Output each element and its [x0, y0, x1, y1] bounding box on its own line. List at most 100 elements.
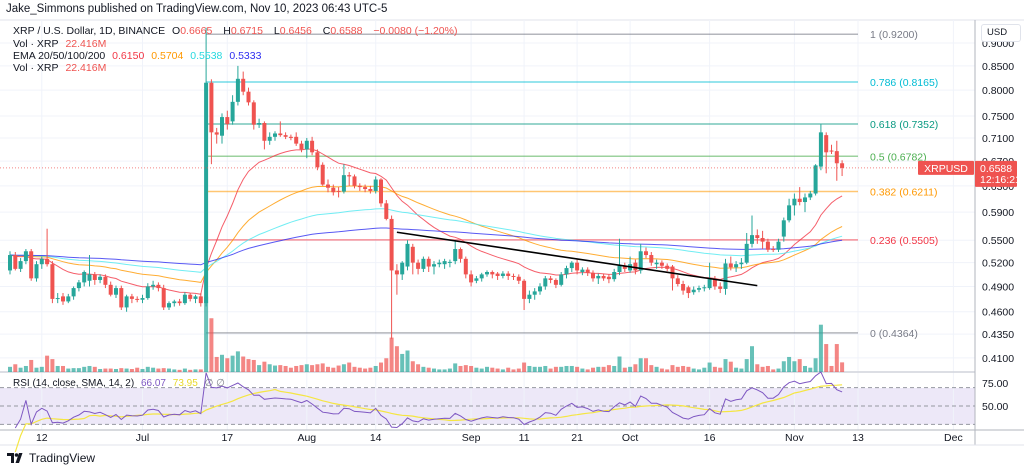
rsi-tick-label: 50.00 [982, 401, 1008, 413]
candle-body [357, 185, 362, 188]
volume-bar [601, 366, 606, 372]
volume-bar [71, 368, 76, 372]
candle [474, 275, 479, 284]
volume-bar [394, 346, 399, 372]
volume-bar [294, 365, 299, 372]
volume-bar [246, 359, 251, 372]
volume-bar [145, 366, 150, 372]
candle [198, 293, 203, 307]
candle [516, 274, 521, 285]
candle [580, 267, 585, 276]
volume-bar [506, 367, 511, 372]
candle [787, 198, 792, 223]
candle [304, 137, 309, 159]
candle-body [500, 273, 505, 276]
volume-bar [813, 358, 818, 372]
candle-body [50, 264, 55, 299]
candle-body [617, 265, 622, 273]
low-value: 0.6456 [279, 25, 312, 37]
candle-body [707, 279, 712, 289]
volume-bar [585, 369, 590, 372]
candle [145, 283, 150, 300]
volume-bar [575, 366, 580, 372]
candle [294, 132, 299, 146]
volume-bar [421, 366, 426, 372]
candle-body [119, 288, 124, 308]
volume-bar [781, 361, 786, 372]
volume-bar [840, 362, 845, 372]
date-tick-label: Aug [297, 432, 316, 444]
candle-body [665, 265, 670, 269]
ema200-line [9, 227, 843, 266]
fib-level-label: 0.236 (0.5505) [870, 235, 938, 247]
volume-bar [273, 365, 277, 372]
candle-body [39, 258, 44, 265]
candle [251, 100, 256, 130]
candle [129, 293, 134, 304]
candle-body [559, 274, 564, 285]
candle [824, 132, 829, 174]
candle-body [734, 264, 739, 268]
volume-bar [776, 368, 781, 372]
candle [665, 263, 670, 272]
price-tick-label: 0.8000 [982, 85, 1014, 97]
volume-bar [235, 351, 240, 372]
volume-bar [712, 366, 717, 372]
candle [225, 110, 230, 130]
candle-body [145, 286, 150, 299]
candle-body [273, 133, 277, 137]
candle [320, 162, 325, 186]
candle [331, 184, 336, 196]
candle-body [304, 140, 309, 150]
tradingview-logo[interactable]: TradingView [7, 451, 95, 465]
candle-body [649, 255, 654, 263]
candle-body [686, 287, 691, 294]
open-label: O [172, 25, 181, 37]
price-tick-label: 0.4900 [982, 281, 1014, 293]
candle [416, 259, 421, 275]
candle [803, 193, 807, 213]
volume-bar [379, 362, 383, 372]
candle [172, 299, 177, 307]
candle-body [776, 241, 781, 250]
candle-body [765, 241, 770, 250]
candle-body [781, 220, 786, 237]
candle [273, 131, 277, 141]
volume-bar [352, 366, 357, 372]
candle-body [76, 282, 81, 289]
currency-button[interactable]: USD [981, 24, 1021, 42]
candle [230, 95, 235, 125]
candle-body [29, 251, 34, 279]
candle-body [341, 175, 346, 192]
volume-bar [569, 365, 574, 372]
volume-bar [124, 368, 129, 372]
candle-body [511, 275, 516, 277]
volume-bar [495, 368, 500, 372]
candle [92, 272, 97, 285]
candle-body [712, 279, 717, 287]
volume-bar [283, 365, 288, 372]
candle [675, 275, 680, 287]
candle-body [151, 284, 156, 287]
candle-body [453, 249, 458, 262]
ema50-value: 0.5704 [151, 50, 184, 62]
volume-bar [172, 369, 177, 372]
fib-level-label: 1 (0.9200) [870, 29, 918, 41]
candle-body [532, 291, 537, 295]
volume-bar [829, 365, 834, 372]
price-badge [975, 160, 1017, 187]
volume-bar [728, 361, 733, 372]
volume-bar [45, 355, 50, 372]
volume-bar [204, 296, 209, 372]
candle-body [834, 151, 839, 164]
volume-bar [665, 369, 670, 372]
candle [744, 232, 749, 265]
volume-bar [485, 366, 489, 372]
volume-bar [739, 368, 744, 372]
candle [167, 301, 171, 311]
candle [649, 252, 654, 266]
volume-bar [760, 366, 765, 372]
candle [421, 256, 426, 273]
